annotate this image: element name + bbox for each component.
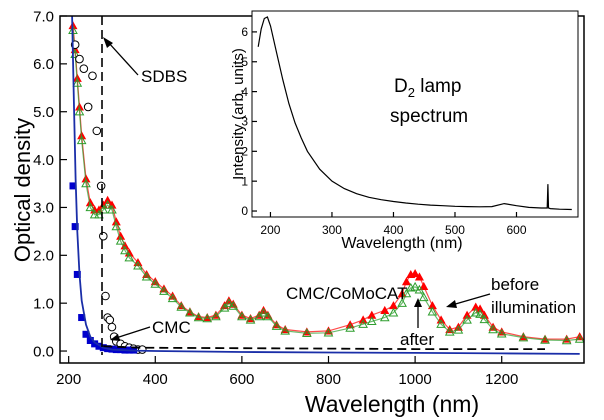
- main-sdbs-point-7: [100, 232, 108, 240]
- arrow-before: [452, 294, 490, 305]
- main-x-tick-label-800: 800: [316, 371, 341, 388]
- main-sdbs-point-1: [76, 55, 84, 63]
- arrow-cmc: [116, 327, 150, 338]
- main-sdbs-point-5: [93, 127, 101, 135]
- main-sdbs-point-4: [89, 72, 97, 80]
- inset-title-d: D: [394, 76, 408, 97]
- annotation-cmc: CMC: [152, 318, 191, 337]
- inset-title-lamp: lamp: [415, 76, 461, 97]
- main-sdbs-point-8: [102, 292, 110, 300]
- main-y-tick-label-6: 6.0: [33, 56, 54, 73]
- main-y-tick-label-0: 0.0: [33, 343, 54, 360]
- inset-title-line2: spectrum: [390, 106, 468, 127]
- inset-x-tick-label-600: 600: [506, 223, 526, 237]
- main-y-tick-label-7: 7.0: [33, 8, 54, 25]
- main-x-axis-label: Wavelength (nm): [305, 391, 479, 417]
- main-x-tick-label-200: 200: [56, 371, 81, 388]
- main-y-tick-label-5: 5.0: [33, 104, 54, 121]
- main-y-tick-label-4: 4.0: [33, 152, 54, 169]
- main-sdbs-point-6: [97, 182, 105, 190]
- main-x-tick-label-600: 600: [229, 371, 254, 388]
- annotation-before: before: [491, 275, 539, 294]
- main-y-tick-label-2: 2.0: [33, 248, 54, 265]
- inset-y-tick-label-6: 6: [241, 25, 248, 39]
- annotation-illumination: illumination: [491, 298, 576, 317]
- main-y-tick-label-1: 1.0: [33, 295, 54, 312]
- main-before-illumination-point-10: [103, 196, 112, 204]
- main-sdbs-point-11: [108, 323, 116, 331]
- main-x-tick-label-400: 400: [143, 371, 168, 388]
- inset-x-axis-label: Wavelength (nm): [341, 235, 462, 252]
- inset-y-tick-label-0: 0: [241, 204, 248, 218]
- inset-x-tick-label-200: 200: [260, 223, 280, 237]
- main-x-tick-label-1000: 1000: [398, 371, 431, 388]
- annotation-cmc-comocat: CMC/CoMoCAT: [286, 284, 408, 303]
- main-sdbs-point-10: [106, 316, 114, 324]
- main-sdbs-point-3: [84, 103, 92, 111]
- main-x-tick-label-1200: 1200: [485, 371, 518, 388]
- main-before-illumination-point-13: [116, 232, 125, 240]
- inset-title-subscript: 2: [408, 85, 415, 100]
- inset-y-axis-label: Intensity (arb. units): [230, 48, 247, 180]
- annotation-sdbs: SDBS: [141, 67, 187, 86]
- main-sdbs-baseline-line: [103, 346, 545, 349]
- arrow-sdbs: [108, 42, 138, 75]
- inset-title-line1: D2 lamp: [394, 76, 461, 100]
- annotation-after: after: [400, 330, 434, 349]
- main-y-tick-label-3: 3.0: [33, 200, 54, 217]
- arrow-before-head: [446, 300, 457, 308]
- main-y-axis-label: Optical density: [10, 118, 35, 262]
- inset-chart: 200 300 400 500 6000123456 Wavelength (nm) I…: [230, 11, 578, 252]
- inset-x-tick-label-300: 300: [322, 223, 342, 237]
- main-sdbs-point-2: [80, 65, 88, 73]
